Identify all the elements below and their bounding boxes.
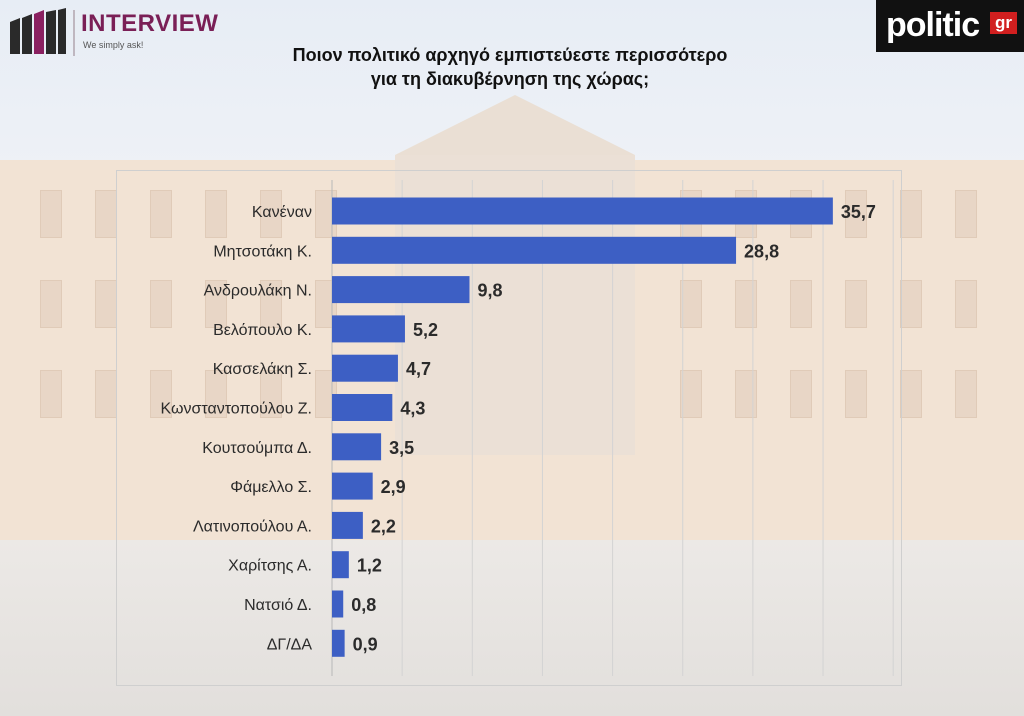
background-ground <box>0 540 1024 716</box>
bar <box>332 433 382 461</box>
background-window <box>40 370 62 418</box>
background-window <box>680 370 702 418</box>
logo-tagline: We simply ask! <box>83 40 144 50</box>
chart-title: Ποιον πολιτικό αρχηγό εμπιστεύεστε περισ… <box>180 43 840 91</box>
bar-value-label: 1,2 <box>357 556 382 576</box>
bar-value-label: 9,8 <box>477 281 502 301</box>
background-pediment <box>395 95 635 155</box>
background-window <box>900 370 922 418</box>
background-window <box>150 370 172 418</box>
bar-value-label: 28,8 <box>744 241 779 261</box>
bar-value-label: 35,7 <box>841 202 876 222</box>
background-window <box>845 280 867 328</box>
category-label: Κανέναν <box>252 204 312 221</box>
background-window <box>735 370 757 418</box>
bar-value-label: 0,9 <box>353 634 378 654</box>
background-window <box>735 280 757 328</box>
logo-separator <box>73 10 75 56</box>
background-window <box>790 370 812 418</box>
background-window <box>40 190 62 238</box>
bar-value-label: 0,8 <box>351 595 376 615</box>
bar <box>332 590 344 618</box>
chart-title-line-1: Ποιον πολιτικό αρχηγό εμπιστεύεστε περισ… <box>292 45 728 65</box>
category-label: Βελόπουλο Κ. <box>213 322 312 339</box>
bar <box>332 511 363 539</box>
category-label: ΔΓ/ΔΑ <box>267 636 313 653</box>
bar-value-label: 2,9 <box>381 477 406 497</box>
background-window <box>845 190 867 238</box>
background-window <box>955 280 977 328</box>
bar <box>332 197 833 225</box>
bar-value-label: 4,7 <box>406 359 431 379</box>
category-label: Φάμελλο Σ. <box>230 479 312 496</box>
bar <box>332 236 737 264</box>
logo-bars-icon <box>10 8 66 54</box>
background-window <box>955 370 977 418</box>
category-label: Ανδρουλάκη Ν. <box>204 283 312 300</box>
background-window <box>205 190 227 238</box>
category-label: Χαρίτσης Α. <box>228 558 312 575</box>
politic-wordmark: politic <box>886 6 980 44</box>
bar <box>332 472 373 500</box>
background-window <box>260 190 282 238</box>
logo-wordmark: INTERVIEW <box>81 10 219 37</box>
background-window <box>205 370 227 418</box>
category-label: Κουτσούμπα Δ. <box>202 440 312 457</box>
politic-gr-badge: gr <box>990 12 1017 34</box>
category-label: Μητσοτάκη Κ. <box>213 243 312 260</box>
background-window <box>150 190 172 238</box>
category-label: Νατσιό Δ. <box>244 597 312 614</box>
bar <box>332 354 398 382</box>
politic-logo: politic gr <box>876 0 1024 52</box>
background-window <box>260 370 282 418</box>
chart-title-line-2: για τη διακυβέρνηση της χώρας; <box>370 69 650 89</box>
bar <box>332 276 470 304</box>
category-label: Κασσελάκη Σ. <box>213 361 312 378</box>
background-window <box>900 280 922 328</box>
background-window <box>150 280 172 328</box>
background-window <box>790 280 812 328</box>
background-window <box>955 190 977 238</box>
interview-logo: INTERVIEW We simply ask! <box>6 4 236 58</box>
category-label: Κωνσταντοπούλου Ζ. <box>161 401 312 418</box>
bar <box>332 551 349 579</box>
bar <box>332 629 345 657</box>
background-window <box>845 370 867 418</box>
bar-value-label: 5,2 <box>413 320 438 340</box>
bar <box>332 315 405 343</box>
bar <box>332 394 393 421</box>
background-window <box>900 190 922 238</box>
background-window <box>205 280 227 328</box>
category-label: Λατινοπούλου Α. <box>193 518 312 535</box>
bar-value-label: 3,5 <box>389 438 414 458</box>
plot-frame <box>116 170 902 686</box>
bar-value-label: 4,3 <box>400 399 425 419</box>
bar-value-label: 2,2 <box>371 516 396 536</box>
background-window <box>680 280 702 328</box>
background-window <box>260 280 282 328</box>
background-window <box>40 280 62 328</box>
